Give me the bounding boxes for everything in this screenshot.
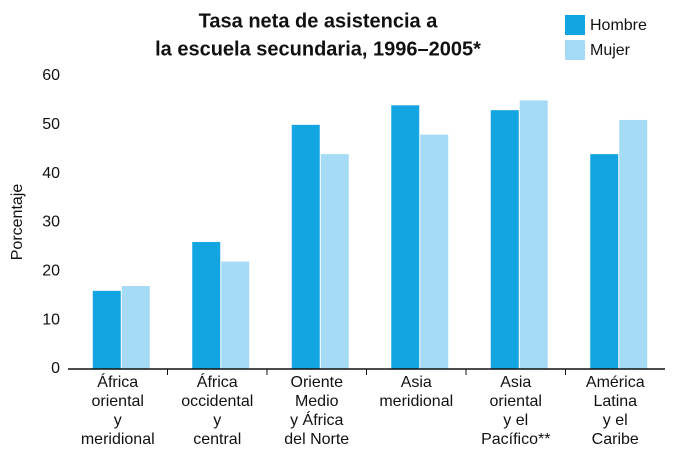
bar bbox=[420, 134, 449, 369]
y-tick-label: 40 bbox=[42, 165, 60, 182]
bar bbox=[490, 110, 519, 369]
bar bbox=[192, 242, 221, 369]
x-tick-label: Asia bbox=[401, 374, 432, 391]
x-tick-label: África bbox=[197, 372, 238, 391]
x-tick-label: del Norte bbox=[284, 431, 349, 448]
bar bbox=[590, 154, 619, 369]
bar bbox=[221, 261, 250, 369]
x-tick-label: oriental bbox=[92, 393, 144, 410]
x-tick-label: Medio bbox=[295, 393, 339, 410]
legend-label: Mujer bbox=[590, 42, 631, 59]
bar bbox=[92, 290, 121, 369]
bar bbox=[121, 285, 150, 369]
bar bbox=[291, 124, 320, 369]
x-tick-label: América bbox=[586, 374, 645, 391]
x-tick-label: Pacífico** bbox=[481, 431, 550, 448]
x-tick-label: meridional bbox=[379, 393, 453, 410]
bar bbox=[391, 105, 420, 370]
chart-title: la escuela secundaria, 1996–2005* bbox=[155, 38, 481, 60]
x-tick-label: África bbox=[97, 372, 138, 391]
x-tick-label: Latina bbox=[593, 393, 637, 410]
bar bbox=[320, 154, 349, 369]
y-tick-label: 60 bbox=[42, 67, 60, 84]
legend-label: Hombre bbox=[590, 17, 647, 34]
bar bbox=[519, 100, 548, 370]
x-tick-label: Asia bbox=[500, 374, 531, 391]
x-tick-label: Caribe bbox=[592, 431, 639, 448]
x-tick-label: y bbox=[213, 412, 221, 429]
x-tick-label: y el bbox=[503, 412, 528, 429]
y-axis-label: Porcentaje bbox=[9, 184, 26, 261]
chart-title: Tasa neta de asistencia a bbox=[199, 10, 439, 32]
x-tick-label: oriental bbox=[490, 393, 542, 410]
y-tick-label: 20 bbox=[42, 263, 60, 280]
y-tick-label: 0 bbox=[51, 360, 60, 377]
x-tick-label: Oriente bbox=[291, 374, 344, 391]
y-tick-label: 50 bbox=[42, 116, 60, 133]
legend-swatch bbox=[565, 15, 585, 35]
y-tick-label: 10 bbox=[42, 311, 60, 328]
x-tick-label: y África bbox=[290, 410, 343, 429]
legend-swatch bbox=[565, 40, 585, 60]
bar bbox=[619, 119, 648, 369]
x-tick-label: occidental bbox=[181, 393, 253, 410]
x-tick-label: y bbox=[114, 412, 122, 429]
y-tick-label: 30 bbox=[42, 214, 60, 231]
x-tick-label: central bbox=[193, 431, 241, 448]
x-tick-label: y el bbox=[603, 412, 628, 429]
x-tick-label: meridional bbox=[81, 431, 155, 448]
